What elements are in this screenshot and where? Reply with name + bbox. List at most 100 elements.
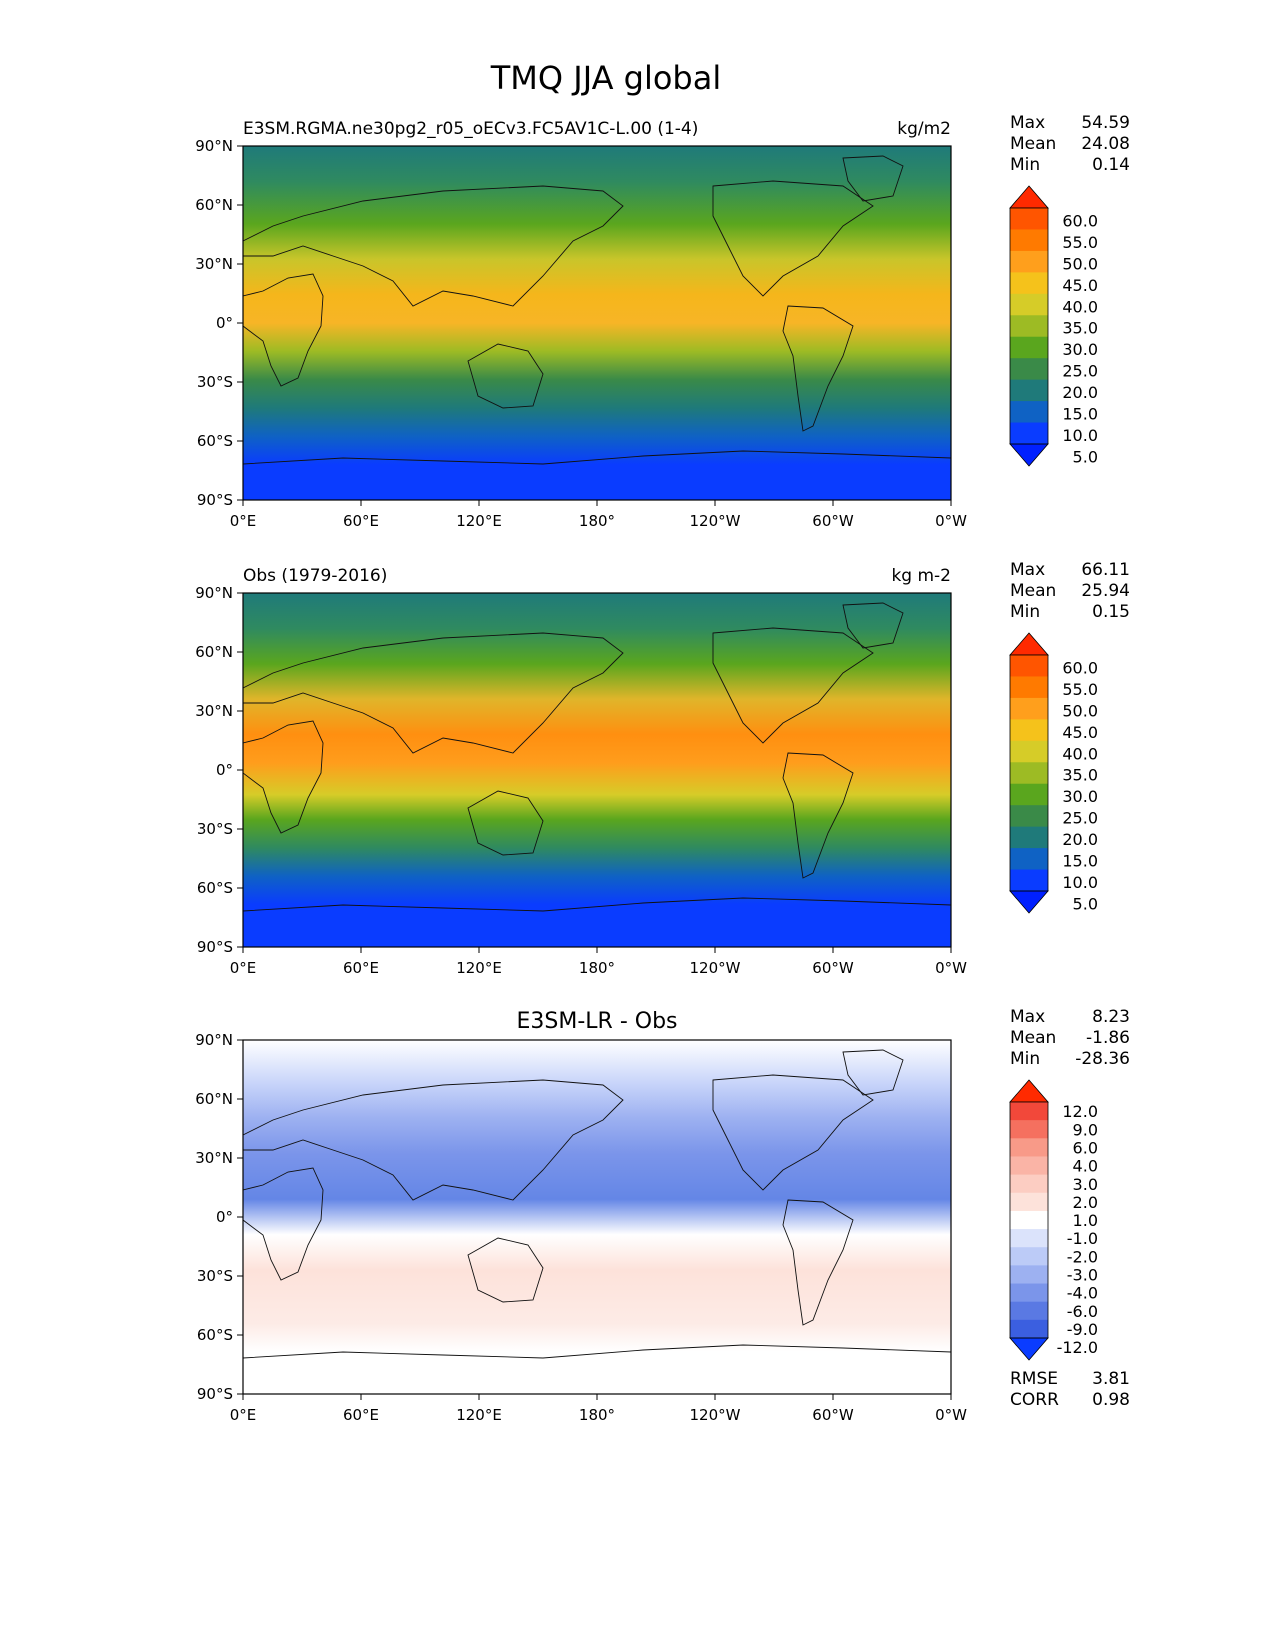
- coastline: [782, 752, 854, 879]
- coastline: [712, 180, 874, 297]
- y-tick-label: 90°N: [195, 584, 233, 602]
- x-tick-label: 0°E: [230, 959, 257, 977]
- x-tick-label: 60°E: [343, 512, 379, 530]
- colorbar-segment: [1010, 719, 1048, 742]
- coastline: [467, 343, 544, 409]
- colorbar-label: 55.0: [1062, 680, 1098, 699]
- y-tick-label: 30°N: [195, 1149, 233, 1167]
- panel-units: kg/m2: [897, 119, 951, 139]
- colorbar-label: -4.0: [1067, 1284, 1098, 1303]
- colorbar-segment: [1010, 422, 1048, 445]
- colorbar-extend-max: [1009, 1079, 1049, 1103]
- metric-label: CORR: [1010, 1390, 1059, 1410]
- stat-value: 54.59: [1081, 113, 1130, 133]
- y-tick-label: 0°: [216, 761, 233, 779]
- stat-value: 25.94: [1081, 581, 1130, 601]
- stat-label: Max: [1010, 560, 1045, 580]
- colorbar-label: 50.0: [1062, 254, 1098, 273]
- field-shading: [243, 146, 951, 500]
- x-tick-label: 180°: [579, 959, 615, 977]
- x-tick-label: 120°E: [456, 512, 502, 530]
- stat-label: Max: [1010, 1007, 1045, 1027]
- stat-label: Min: [1010, 1049, 1040, 1069]
- panel-units: kg m-2: [891, 566, 951, 586]
- colorbar-segment: [1010, 1319, 1048, 1339]
- coastline: [842, 602, 904, 649]
- coastline: [243, 273, 324, 387]
- coastline: [243, 632, 624, 754]
- colorbar-label: -1.0: [1067, 1229, 1098, 1248]
- stat-value: 24.08: [1081, 134, 1130, 154]
- colorbar-segment: [1010, 869, 1048, 892]
- colorbar-segment: [1010, 336, 1048, 359]
- colorbar: 60.0 55.0 50.0 45.0 40.0 35.0 30.0 25.0 20.0 15.0…: [1009, 632, 1098, 914]
- coastline: [243, 1344, 951, 1359]
- colorbar-segment: [1010, 1283, 1048, 1303]
- y-tick-label: 60°S: [197, 432, 233, 450]
- colorbar-segment: [1010, 293, 1048, 316]
- x-tick-label: 120°W: [690, 959, 741, 977]
- y-tick-label: 0°: [216, 314, 233, 332]
- colorbar-label: -9.0: [1067, 1320, 1098, 1339]
- colorbar-segment: [1010, 1138, 1048, 1157]
- map-field: [242, 145, 952, 501]
- x-tick-label: 180°: [579, 512, 615, 530]
- panel-obs: Obs (1979-2016) kg m-2 0°E 60°E 120°E 180° 120…: [195, 560, 1130, 977]
- colorbar-label: 3.0: [1073, 1175, 1098, 1194]
- coastline: [712, 627, 874, 744]
- panel-left-title: E3SM.RGMA.ne30pg2_r05_oECv3.FC5AV1C-L.00…: [243, 119, 698, 139]
- colorbar-label: 45.0: [1062, 276, 1098, 295]
- stat-label: Mean: [1010, 581, 1056, 601]
- x-tick-label: 60°W: [812, 512, 854, 530]
- colorbar-segment: [1010, 208, 1048, 230]
- panel-center-title: E3SM-LR - Obs: [517, 1009, 678, 1034]
- colorbar-segment: [1010, 676, 1048, 699]
- colorbar-label: 30.0: [1062, 787, 1098, 806]
- colorbar-label: 35.0: [1062, 766, 1098, 785]
- colorbar-label: 5.0: [1073, 447, 1098, 466]
- coastline: [243, 185, 624, 307]
- y-tick-label: 90°S: [197, 1385, 233, 1403]
- colorbar-label: 50.0: [1062, 701, 1098, 720]
- y-tick-label: 60°N: [195, 643, 233, 661]
- stat-label: Mean: [1010, 134, 1056, 154]
- colorbar-extend-max: [1009, 632, 1049, 656]
- colorbar-segment: [1010, 740, 1048, 763]
- colorbar-label: 30.0: [1062, 340, 1098, 359]
- colorbar-extend-min: [1009, 890, 1049, 914]
- stat-label: Max: [1010, 113, 1045, 133]
- x-tick-label: 120°E: [456, 1406, 502, 1424]
- panel-left-title: Obs (1979-2016): [243, 566, 387, 586]
- colorbar-label: 25.0: [1062, 809, 1098, 828]
- x-tick-label: 0°E: [230, 512, 257, 530]
- colorbar-label: -6.0: [1067, 1302, 1098, 1321]
- colorbar-frame: [1009, 207, 1049, 445]
- colorbar-segment: [1010, 272, 1048, 295]
- colorbar-segment: [1010, 1120, 1048, 1139]
- colorbar-segment: [1010, 1247, 1048, 1266]
- y-tick-label: 90°N: [195, 137, 233, 155]
- y-tick-label: 90°N: [195, 1031, 233, 1049]
- stat-label: Min: [1010, 155, 1040, 175]
- colorbar-segment: [1010, 762, 1048, 785]
- coastline: [243, 1167, 324, 1281]
- colorbar-segment: [1010, 229, 1048, 252]
- colorbar-extend-min: [1009, 443, 1049, 467]
- stat-label: Min: [1010, 602, 1040, 622]
- colorbar-segment: [1010, 250, 1048, 273]
- colorbar-label: 4.0: [1073, 1157, 1098, 1176]
- figure-title: TMQ JJA global: [490, 59, 721, 97]
- colorbar-label: 12.0: [1062, 1102, 1098, 1121]
- coastline: [467, 790, 544, 856]
- y-tick-label: 60°S: [197, 879, 233, 897]
- map-field: [242, 1039, 952, 1395]
- colorbar-segment: [1010, 1265, 1048, 1285]
- colorbar-segment: [1010, 783, 1048, 806]
- colorbar-label: 6.0: [1073, 1138, 1098, 1157]
- colorbar-label: 55.0: [1062, 233, 1098, 252]
- colorbar: 60.0 55.0 50.0 45.0 40.0 35.0 30.0 25.0 20.0 15.0…: [1009, 185, 1098, 467]
- x-tick-label: 60°E: [343, 1406, 379, 1424]
- coastline: [782, 1199, 854, 1326]
- stat-value: 0.15: [1092, 602, 1130, 622]
